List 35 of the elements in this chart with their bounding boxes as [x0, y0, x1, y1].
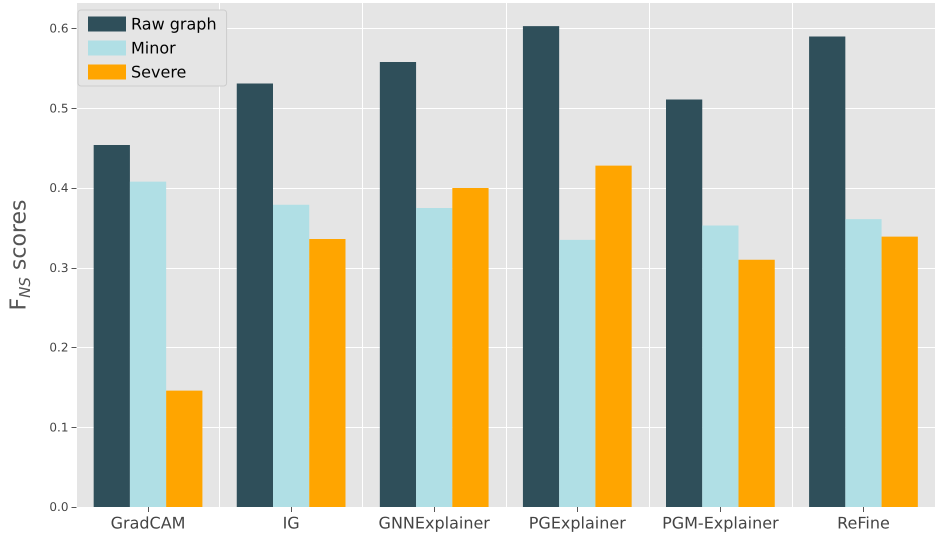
bar	[94, 144, 130, 507]
x-tick-label: GradCAM	[110, 514, 186, 532]
y-tick-label: 0.0	[49, 500, 68, 514]
x-tick-label: PGM-Explainer	[662, 514, 780, 532]
y-tick-label: 0.3	[49, 260, 68, 275]
bar	[595, 166, 632, 507]
bar	[130, 182, 166, 507]
bar	[236, 84, 273, 507]
x-tick-label: ReFine	[837, 514, 890, 532]
bar	[882, 236, 918, 507]
y-tick-label: 0.5	[49, 101, 68, 116]
bar	[166, 390, 202, 507]
y-axis-title: FNS scores	[6, 200, 34, 310]
legend-label: Severe	[131, 62, 186, 82]
y-tick-label: 0.6	[49, 22, 68, 36]
x-tick-label: GNNExplainer	[378, 514, 490, 532]
bar	[738, 260, 775, 507]
y-tick-label: 0.1	[49, 420, 68, 434]
legend-label: Minor	[131, 38, 176, 58]
bar	[809, 36, 846, 507]
bar	[273, 204, 310, 507]
bar	[452, 188, 489, 507]
x-tick-label: PGExplainer	[528, 514, 626, 532]
y-tick-label: 0.4	[49, 181, 68, 196]
bar	[559, 240, 596, 507]
bar	[309, 239, 346, 507]
legend-label: Raw graph	[131, 14, 217, 34]
y-tick-label: 0.2	[49, 340, 68, 355]
bar	[702, 225, 738, 507]
bar	[380, 62, 416, 507]
bar	[666, 99, 702, 507]
x-tick-label: IG	[282, 514, 300, 532]
bar	[416, 208, 452, 507]
bar	[845, 219, 882, 507]
bar	[522, 26, 560, 507]
